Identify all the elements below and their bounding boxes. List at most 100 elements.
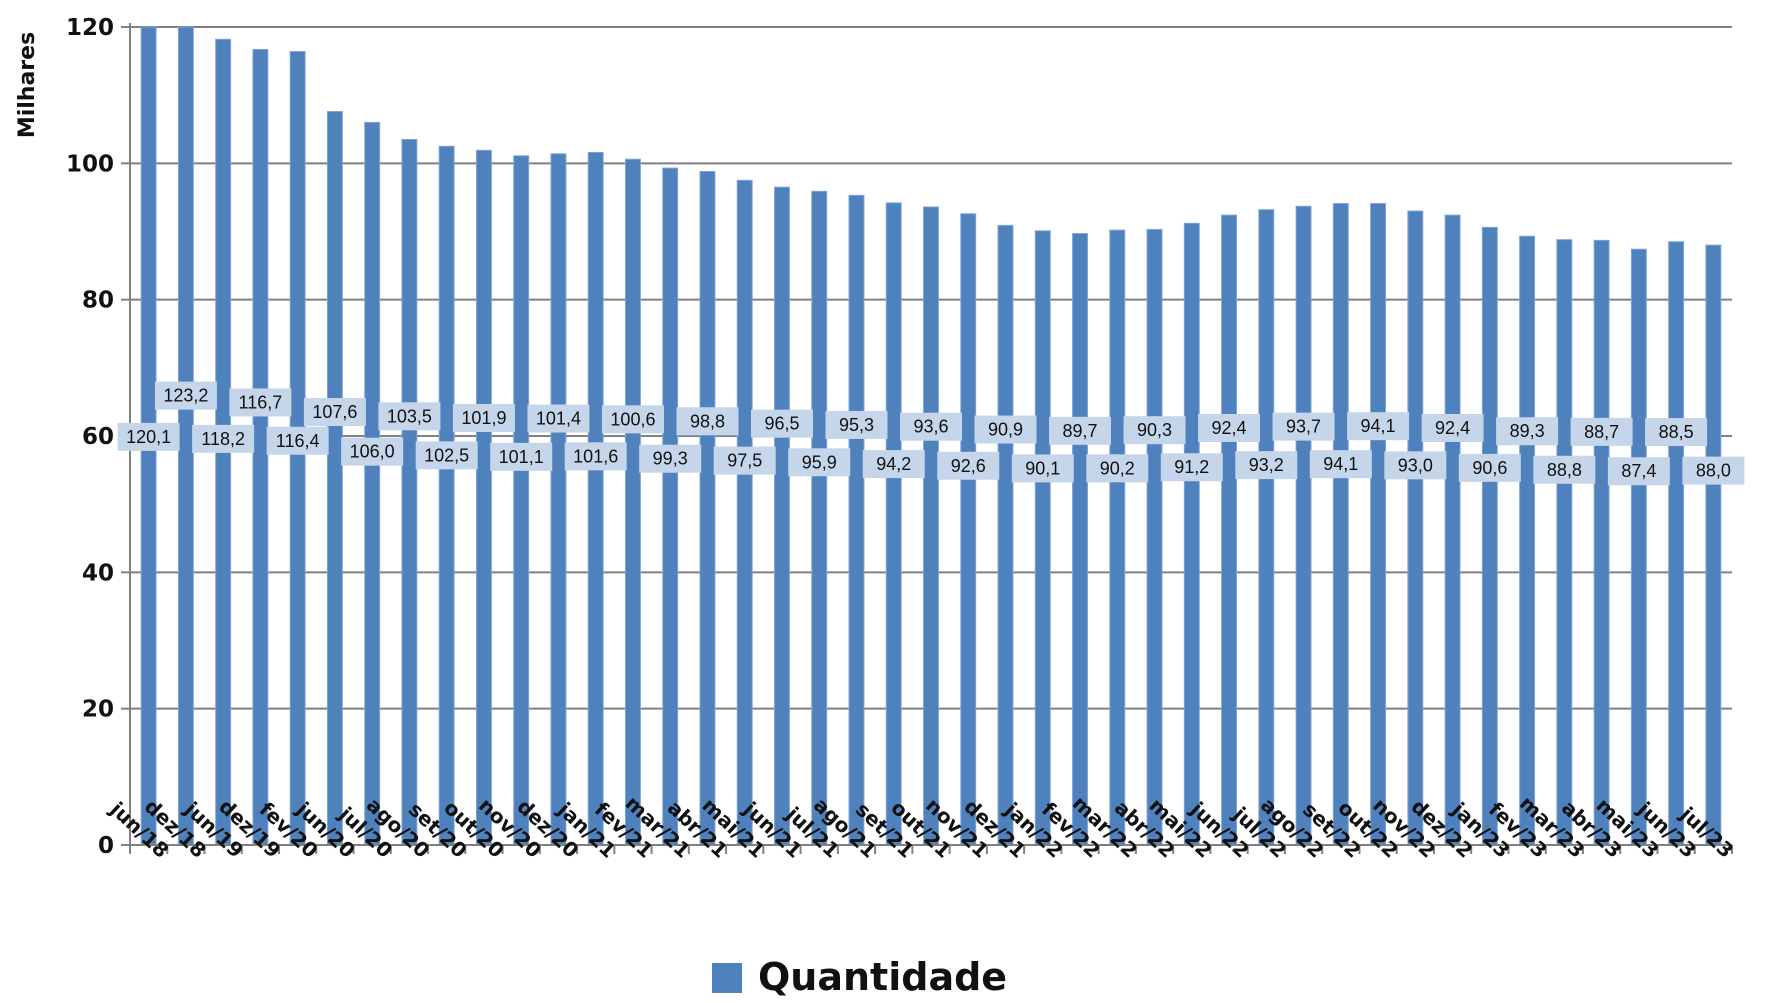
data-labels: 120,1 123,2 118,2 116,7 116,4 107,6 106,0 103,5… [117,381,1745,486]
data-label-box [415,441,478,470]
data-label-box [1645,418,1708,447]
bar [1370,203,1387,846]
data-label-box [1049,416,1112,445]
data-label: 101,4 [536,409,581,429]
data-label: 97,5 [727,451,762,471]
bar [625,158,641,846]
bar [475,149,492,846]
bar [1593,239,1610,846]
data-label-box [266,426,329,455]
bar [550,153,567,846]
bar [252,48,269,846]
data-label: 90,3 [1137,420,1172,440]
data-label: 92,4 [1212,418,1247,438]
data-label: 89,3 [1510,421,1545,441]
data-label: 94,1 [1361,416,1396,436]
legend-swatch [712,963,742,993]
bar [997,224,1014,846]
data-label: 116,7 [239,392,283,412]
bar [1444,214,1461,846]
data-label-box [229,388,292,417]
bar [1519,235,1536,846]
y-tick-label: 100 [66,151,114,177]
data-label-box [788,448,851,477]
data-label-box [1682,456,1745,485]
data-label: 106,0 [350,442,395,462]
data-label: 92,4 [1435,418,1470,438]
data-label-box [1198,413,1261,442]
data-label-box [900,412,962,441]
data-label-box [676,407,739,436]
data-label-box [750,409,813,438]
y-tick-label: 60 [82,424,114,450]
data-label-box [1384,451,1447,480]
bar [1109,229,1126,846]
bar [1332,203,1349,846]
data-label-box [192,424,255,453]
data-label: 99,3 [653,449,688,469]
data-label: 93,0 [1398,455,1433,475]
data-label: 93,6 [913,417,948,437]
data-label: 94,2 [876,454,911,474]
y-tick-label: 40 [82,560,114,586]
data-label: 90,2 [1100,458,1135,478]
data-label: 93,7 [1286,417,1321,437]
bar [1556,239,1573,846]
data-label: 88,8 [1547,460,1582,480]
data-label: 90,1 [1025,458,1060,478]
bar [848,194,865,846]
data-label: 88,0 [1696,461,1731,481]
bars [140,26,1722,846]
data-label-box [1607,457,1670,486]
bar [587,151,604,846]
data-label: 93,2 [1249,455,1284,475]
data-label-box [825,410,888,439]
bar [1258,209,1275,846]
data-label: 101,1 [499,447,544,467]
bar [177,26,194,846]
data-label: 98,8 [690,411,725,431]
data-label-box [341,437,404,466]
data-label: 89,7 [1062,421,1097,441]
data-label: 88,7 [1584,422,1619,442]
legend: Quantidade [712,955,1007,999]
data-label: 92,6 [951,456,986,476]
legend-label: Quantidade [758,955,1007,999]
bar [774,186,790,846]
bar [1034,230,1051,846]
data-label: 95,9 [802,452,837,472]
data-label-box [452,404,515,433]
bar [438,145,455,846]
bar [1221,214,1237,846]
data-label: 95,3 [839,415,874,435]
bar [1072,233,1088,846]
data-label-box [639,444,702,473]
data-label-box [1458,453,1521,482]
data-label-box [1160,453,1223,482]
bar [1705,244,1722,846]
data-label: 120,1 [126,427,171,447]
data-label-box [1235,451,1298,480]
data-label: 101,9 [461,408,506,428]
data-label-box [564,442,627,471]
data-label-box [490,442,553,471]
data-label: 96,5 [764,414,799,434]
bar [326,111,343,846]
data-label-box [1123,416,1186,445]
data-label-box [1421,413,1484,442]
y-tick-label: 120 [66,15,114,41]
bar [960,213,977,846]
data-label-box [937,451,1000,480]
data-label-box [1309,450,1372,479]
data-label-box [862,450,925,479]
data-label: 102,5 [424,445,469,465]
bar [1183,222,1200,846]
y-tick-label: 20 [82,697,114,723]
bar [736,179,753,846]
data-label-box [713,446,776,475]
data-label: 116,4 [276,431,320,451]
data-label-box [974,415,1037,444]
data-label-box [1570,417,1633,446]
data-label-box [1533,455,1596,484]
